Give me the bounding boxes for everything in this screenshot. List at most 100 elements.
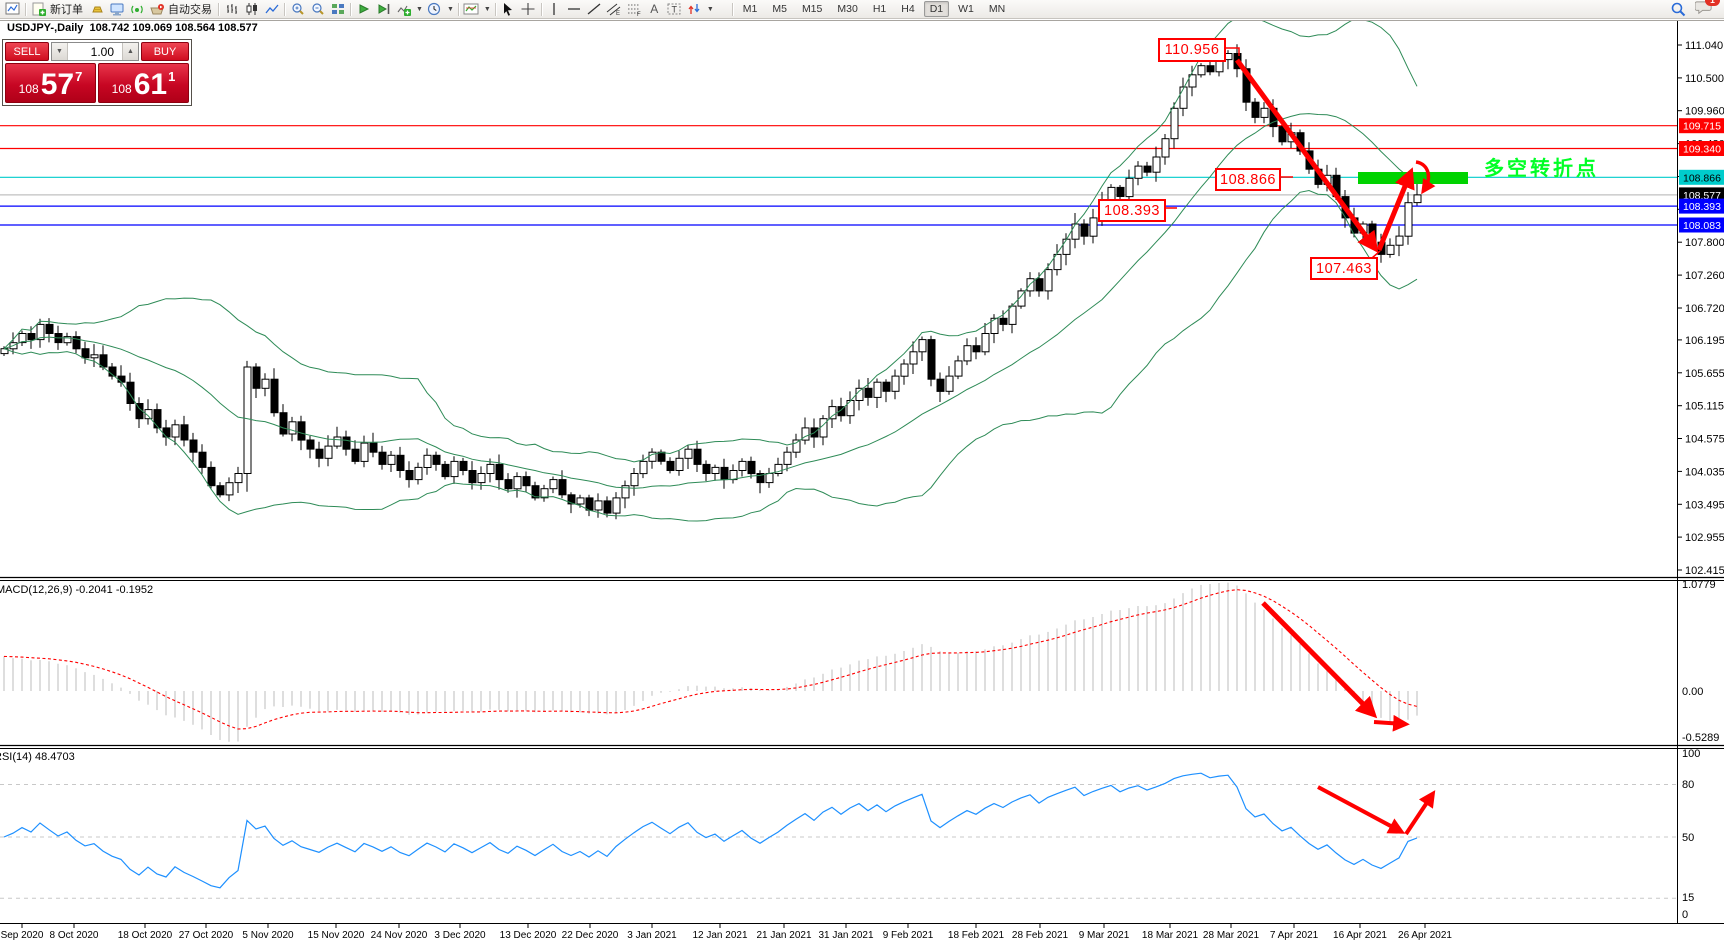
candle-body	[783, 451, 792, 465]
bollinger-middle	[3, 113, 1418, 489]
reversal-hook-arrow[interactable]	[1415, 160, 1436, 195]
buy-button[interactable]: BUY	[141, 42, 189, 61]
rsi-up-arrow[interactable]	[1404, 790, 1436, 836]
annotation-high-110956[interactable]: 110.956	[1158, 38, 1226, 62]
candle-body	[522, 476, 531, 487]
date-tick-label: 5 Nov 2020	[242, 930, 294, 941]
trendline-tool-icon[interactable]	[586, 2, 603, 17]
candle-body	[1251, 101, 1260, 118]
candle-body	[1053, 253, 1062, 271]
auto-trading-label[interactable]: 自动交易	[168, 4, 212, 16]
candle-body	[441, 463, 450, 478]
new-order-label[interactable]: 新订单	[50, 4, 83, 16]
candle-body	[423, 454, 432, 468]
fibonacci-tool-icon[interactable]: F	[626, 2, 643, 17]
timeframe-button-d1[interactable]: D1	[923, 1, 950, 17]
candle-body	[666, 460, 675, 471]
date-tick-label: 28 Mar 2021	[1203, 930, 1260, 941]
candle-body	[558, 479, 567, 496]
sell-price-box[interactable]: 108 57 7	[5, 63, 96, 103]
crosshair-tool-icon[interactable]	[520, 2, 537, 17]
downtrend-arrow[interactable]	[1234, 58, 1379, 253]
candle-body	[306, 439, 315, 450]
chart-shift-icon[interactable]	[375, 2, 392, 17]
macd-down-arrow[interactable]	[1261, 601, 1378, 719]
channel-letter: E	[616, 11, 620, 16]
text-tool-icon[interactable]: A	[650, 2, 659, 16]
search-icon[interactable]	[1670, 2, 1687, 17]
auto-trading-icon[interactable]	[148, 2, 165, 17]
candle-body	[1206, 65, 1215, 73]
new-order-icon[interactable]	[30, 2, 47, 17]
rebound-arrow[interactable]	[1376, 167, 1415, 251]
equidistant-channel-tool-icon[interactable]: E	[606, 2, 623, 17]
timeframe-button-m5[interactable]: M5	[772, 3, 787, 15]
text-label-tool-icon[interactable]: T	[666, 2, 683, 17]
horizontal-line-tool-icon[interactable]	[566, 2, 583, 17]
candlestick-mode-icon[interactable]	[243, 2, 260, 17]
candle-body	[585, 497, 594, 511]
candle-body	[432, 454, 441, 465]
timeframe-button-mn[interactable]: MN	[988, 3, 1006, 15]
turning-point-text[interactable]: 多空转折点	[1484, 158, 1599, 180]
timeframe-button-m15[interactable]: M15	[801, 3, 823, 15]
candle-body	[819, 418, 828, 438]
candle-body	[1089, 217, 1098, 237]
timeframe-button-m30[interactable]: M30	[837, 3, 858, 15]
candle-body	[342, 436, 351, 450]
period-clock-icon[interactable]	[426, 2, 443, 17]
auto-scroll-icon[interactable]	[355, 2, 372, 17]
turning-zone-bar[interactable]	[1358, 172, 1468, 184]
price-tick-label: 109.960	[1685, 106, 1724, 118]
macd-flat-arrow[interactable]	[1373, 714, 1410, 732]
candle-body	[126, 381, 135, 405]
date-axis[interactable]: Sep 2020 8 Oct 2020 18 Oct 2020 27 Oct 2020…	[1, 924, 1453, 941]
volume-decrease-button[interactable]: ▼	[52, 43, 68, 60]
signal-icon[interactable]	[128, 2, 145, 17]
timeframe-button-h4[interactable]: H4	[901, 3, 915, 15]
buy-price-box[interactable]: 108 61 1	[98, 63, 189, 103]
macd-signal-line	[3, 589, 1418, 730]
candle-body	[360, 442, 369, 462]
line-chart-mode-icon[interactable]	[263, 2, 280, 17]
annotation-pivot-108866[interactable]: 108.866	[1215, 168, 1281, 191]
vertical-line-tool-icon[interactable]	[546, 2, 563, 17]
annotation-low-107463[interactable]: 107.463	[1310, 257, 1378, 280]
volume-input[interactable]: 1.00	[90, 44, 114, 59]
charts-window-icon[interactable]	[4, 2, 21, 17]
arrows-tool-icon[interactable]	[686, 2, 703, 17]
cursor-tool-icon[interactable]	[500, 2, 517, 17]
zoom-out-icon[interactable]	[309, 2, 326, 17]
market-watch-monitor-icon[interactable]	[108, 2, 125, 17]
indicators-dropdown-caret[interactable]: ▼	[416, 5, 423, 13]
bar-chart-mode-icon[interactable]	[223, 2, 240, 17]
candle-body	[972, 345, 981, 353]
template-chart-icon[interactable]	[463, 2, 480, 17]
timeframe-button-h1[interactable]: H1	[872, 3, 887, 15]
sell-button[interactable]: SELL	[5, 42, 49, 61]
volume-increase-button[interactable]: ▲	[122, 43, 138, 60]
zoom-in-icon[interactable]	[289, 2, 306, 17]
candle-body	[1035, 278, 1044, 292]
trend-annotations[interactable]	[1163, 47, 1468, 836]
annotation-support-108393[interactable]: 108.393	[1098, 199, 1166, 222]
arrows-dropdown-caret[interactable]: ▼	[706, 5, 714, 13]
timeframe-button-w1[interactable]: W1	[958, 3, 974, 15]
tile-windows-icon[interactable]	[329, 2, 346, 17]
candle-body	[1152, 156, 1161, 173]
template-dropdown-caret[interactable]: ▼	[483, 5, 491, 13]
period-dropdown-caret[interactable]: ▼	[446, 5, 454, 13]
rsi-down-arrow[interactable]	[1317, 785, 1406, 834]
macd-label: MACD(12,26,9) -0.2041 -0.1952	[0, 584, 154, 596]
candle-body	[657, 451, 666, 462]
price-badge-109.340	[1679, 141, 1724, 156]
candle-body	[189, 439, 198, 453]
timeframe-button-m1[interactable]: M1	[742, 3, 758, 15]
chat-notifications-button[interactable]: 1	[1694, 0, 1720, 20]
gold-symbol-icon[interactable]	[88, 2, 105, 17]
date-tick-label: 21 Jan 2021	[756, 930, 811, 941]
indicators-icon[interactable]	[395, 2, 412, 17]
price-axis[interactable]: 111.040110.500109.960109.420108.880108.3…	[1677, 40, 1724, 921]
macd-axis-label: 1.0779	[1682, 579, 1716, 591]
